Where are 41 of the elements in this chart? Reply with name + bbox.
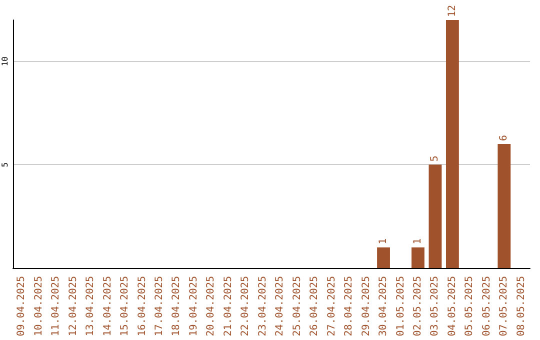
x-tick-label: 13.04.2025 [85,276,96,336]
x-tick-label: 05.05.2025 [464,276,476,336]
x-tick-label: 14.04.2025 [102,276,114,336]
x-tick-label: 25.04.2025 [292,276,303,336]
x-tick-label: 16.04.2025 [136,276,148,336]
bar [412,247,424,268]
x-tick-label: 26.04.2025 [309,276,320,336]
x-tick-label: 01.05.2025 [395,276,406,336]
x-tick-label: 03.05.2025 [430,276,441,336]
bar [446,20,459,268]
x-tick-label: 21.04.2025 [222,276,234,336]
x-tick-label: 10.04.2025 [33,276,44,336]
x-tick-label: 27.04.2025 [326,276,338,336]
x-tick-label: 11.04.2025 [50,276,62,336]
y-tick-label: 10 [0,56,10,66]
x-tick-label: 24.04.2025 [274,276,286,336]
x-tick-label: 04.05.2025 [446,276,458,336]
x-tick-label: 15.04.2025 [120,276,131,336]
x-tick-label: 06.05.2025 [481,276,492,336]
x-tick-label: 19.04.2025 [188,276,200,336]
x-tick-label: 12.04.2025 [68,276,79,336]
data-label: 1 [412,238,424,244]
x-tick-label: 20.04.2025 [206,276,217,336]
x-tick-label: 08.05.2025 [516,276,527,336]
x-tick-label: 09.04.2025 [16,276,28,336]
data-label: 5 [430,156,441,162]
bar [377,247,390,268]
x-tick-label: 28.04.2025 [344,276,355,336]
x-tick-label: 02.05.2025 [412,276,424,336]
x-tick-label: 07.05.2025 [498,276,510,336]
bar [428,164,442,268]
x-tick-label: 30.04.2025 [378,276,390,336]
x-tick-label: 29.04.2025 [360,276,372,336]
x-tick-label: 22.04.2025 [240,276,252,336]
bar [498,144,511,268]
x-tick-label: 18.04.2025 [171,276,182,336]
x-tick-label: 23.04.2025 [257,276,268,336]
x-tick-label: 17.04.2025 [154,276,165,336]
data-label: 12 [446,4,458,17]
data-label: 1 [378,238,390,244]
data-label: 6 [498,134,510,141]
